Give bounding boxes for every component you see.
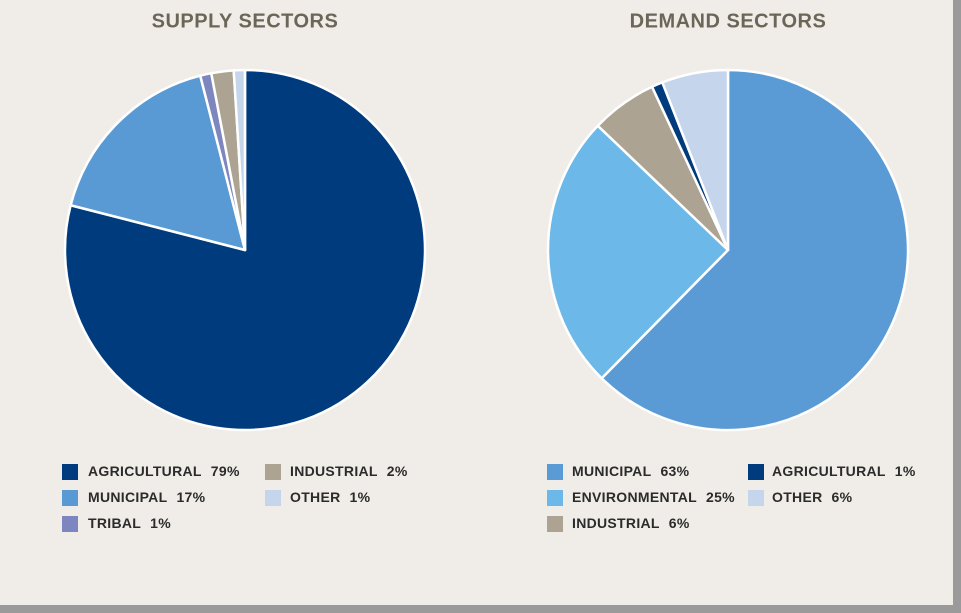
chart-title: SUPPLY SECTORS <box>152 10 339 32</box>
legend-value: 1% <box>150 515 171 531</box>
legend-label: INDUSTRIAL <box>290 463 378 479</box>
legend-swatch <box>748 464 764 480</box>
legend-label: MUNICIPAL <box>572 463 652 479</box>
legend-entry: MUNICIPAL 17% <box>88 489 206 505</box>
legend-value: 6% <box>832 489 853 505</box>
legend-label: OTHER <box>290 489 341 505</box>
legend-value: 79% <box>211 463 240 479</box>
legend-value: 17% <box>176 489 205 505</box>
legend-value: 6% <box>669 515 690 531</box>
legend-label: OTHER <box>772 489 823 505</box>
legend-value: 1% <box>350 489 371 505</box>
shadow-bottom <box>0 605 961 613</box>
pie-slice <box>63 68 427 432</box>
legend-entry: INDUSTRIAL 2% <box>290 463 408 479</box>
legend-swatch <box>62 516 78 532</box>
legend-value: 2% <box>387 463 408 479</box>
legend-value: 25% <box>706 489 735 505</box>
legend-label: AGRICULTURAL <box>772 463 886 479</box>
legend-swatch <box>547 490 563 506</box>
legend-entry: AGRICULTURAL 1% <box>772 463 916 479</box>
legend-swatch <box>265 490 281 506</box>
legend-entry: INDUSTRIAL 6% <box>572 515 690 531</box>
pie-slice <box>661 68 730 252</box>
legend-entry: AGRICULTURAL 79% <box>88 463 240 479</box>
pie-slice <box>600 68 910 432</box>
pie-slice <box>232 68 247 252</box>
legend-entry: OTHER 1% <box>290 489 371 505</box>
legend-swatch <box>547 516 563 532</box>
legend-value: 1% <box>895 463 916 479</box>
legend-label: ENVIRONMENTAL <box>572 489 697 505</box>
legend-swatch <box>62 464 78 480</box>
legend-label: AGRICULTURAL <box>88 463 202 479</box>
legend-swatch <box>62 490 78 506</box>
shadow-right <box>953 0 961 613</box>
pie-slice <box>69 74 247 252</box>
legend-label: TRIBAL <box>88 515 141 531</box>
legend-label: INDUSTRIAL <box>572 515 660 531</box>
chart-title: DEMAND SECTORS <box>630 10 827 32</box>
legend-entry: TRIBAL 1% <box>88 515 171 531</box>
pie-slice <box>546 124 730 380</box>
legend-value: 63% <box>660 463 689 479</box>
legend-swatch <box>748 490 764 506</box>
legend-entry: OTHER 6% <box>772 489 853 505</box>
legend-swatch <box>265 464 281 480</box>
legend-label: MUNICIPAL <box>88 489 168 505</box>
legend-entry: MUNICIPAL 63% <box>572 463 690 479</box>
legend-entry: ENVIRONMENTAL 25% <box>572 489 735 505</box>
legend-swatch <box>547 464 563 480</box>
